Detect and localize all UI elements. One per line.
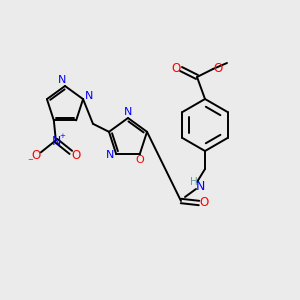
Text: −: − xyxy=(27,158,33,164)
Text: O: O xyxy=(200,196,208,209)
Text: O: O xyxy=(71,149,80,162)
Text: N: N xyxy=(85,91,93,101)
Text: N: N xyxy=(58,75,66,85)
Text: O: O xyxy=(31,149,40,162)
Text: N: N xyxy=(124,107,132,117)
Text: +: + xyxy=(59,134,65,140)
Text: N: N xyxy=(52,135,62,148)
Text: N: N xyxy=(106,150,114,160)
Text: O: O xyxy=(135,155,144,165)
Text: N: N xyxy=(195,181,205,194)
Text: H: H xyxy=(190,177,198,187)
Text: O: O xyxy=(171,61,181,74)
Text: O: O xyxy=(213,61,223,74)
